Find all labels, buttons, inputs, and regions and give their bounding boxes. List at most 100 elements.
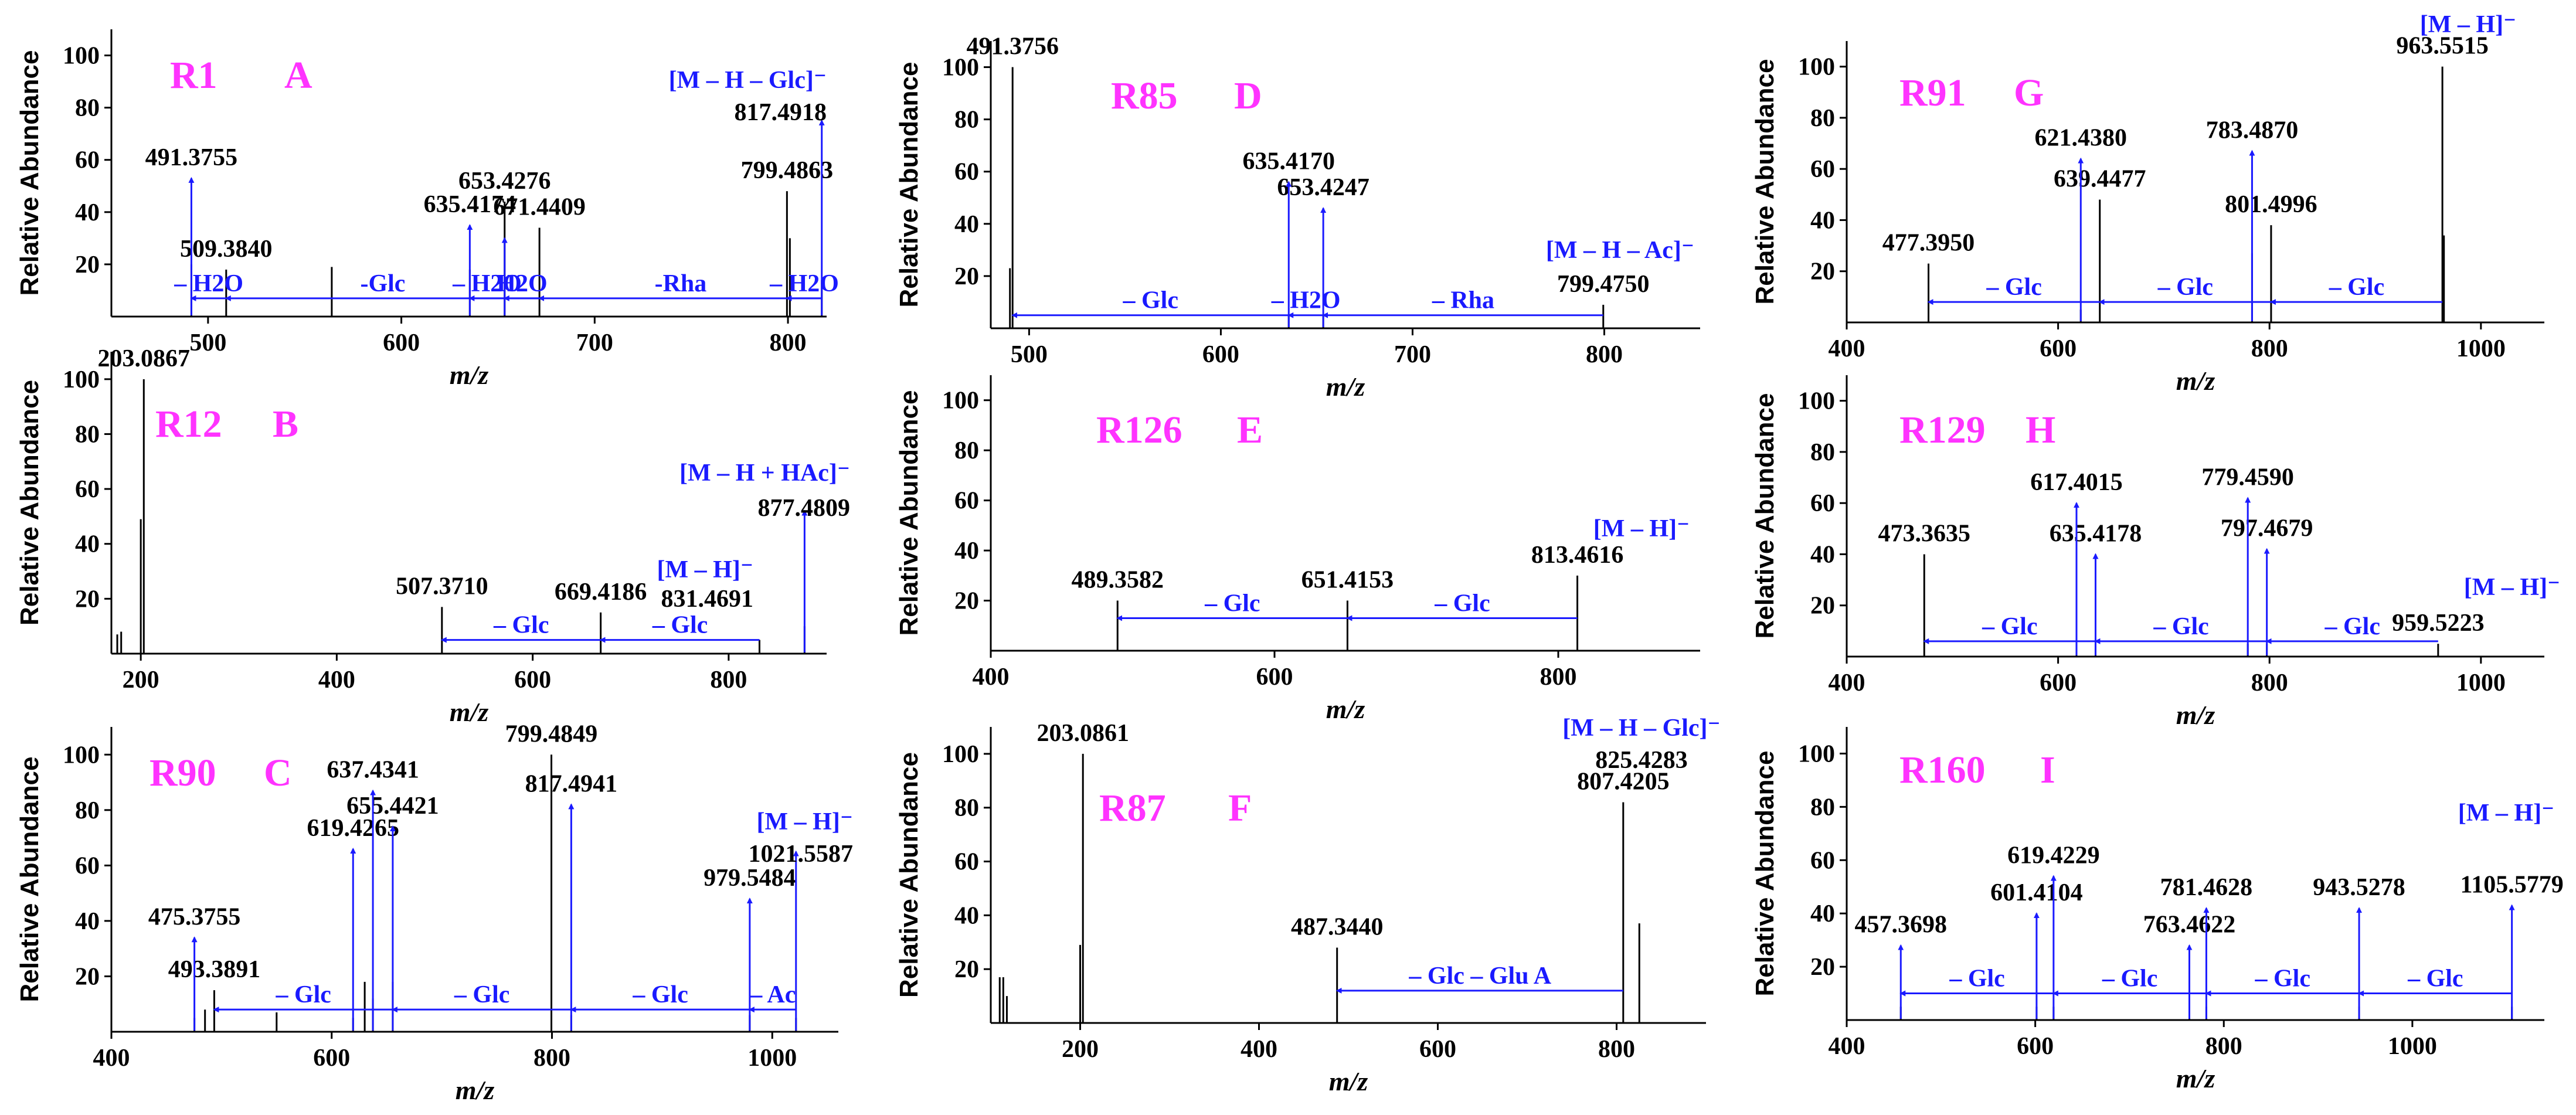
peak-label-B: 669.4186	[555, 579, 647, 606]
peak-label-F: 807.4205	[1577, 769, 1670, 796]
x-tick-label-B: 400	[318, 667, 355, 694]
x-tick-label-B: 600	[514, 667, 551, 694]
y-tick-label-A: 80	[75, 95, 100, 122]
compound-id-G: R91	[1899, 72, 1966, 114]
x-tick-label-G: 600	[2040, 335, 2077, 362]
x-tick-label-A: 800	[770, 329, 807, 356]
x-tick-label-H: 800	[2251, 669, 2288, 696]
ion-annotation-E: [M – H]⁻	[1593, 515, 1690, 542]
peak-label-C: 619.4265	[307, 815, 400, 842]
compound-id-H: R129	[1899, 409, 1986, 451]
panel-letter-I: I	[2040, 749, 2055, 791]
peak-label-I: 1105.5779	[2461, 872, 2564, 899]
y-tick-label-A: 20	[75, 251, 100, 278]
y-tick-label-H: 100	[1798, 388, 1835, 415]
y-axis-label-D: Relative Abundance	[895, 62, 923, 308]
peak-label-H: 797.4679	[2221, 515, 2313, 542]
loss-label-I: – Glc	[2255, 966, 2310, 992]
peak-label-G: 477.3950	[1882, 230, 1975, 257]
loss-label-H: – Glc	[2153, 613, 2208, 640]
x-axis-label-E: m/z	[1326, 694, 1365, 724]
panel-letter-C: C	[264, 752, 292, 794]
peak-label-A: 635.4174	[424, 191, 516, 218]
peak-label-B: 507.3710	[396, 573, 488, 600]
x-tick-label-C: 800	[533, 1045, 570, 1072]
y-tick-label-F: 80	[954, 795, 979, 822]
y-tick-label-G: 40	[1810, 207, 1835, 234]
y-tick-label-I: 60	[1810, 847, 1835, 874]
loss-label-F: – Glc – Glu A	[1408, 963, 1551, 990]
y-tick-label-B: 100	[63, 366, 100, 393]
peak-label-D: 491.3756	[966, 33, 1059, 60]
ion-annotation-G: [M – H]⁻	[2420, 11, 2516, 38]
peak-label-F: 487.3440	[1291, 913, 1384, 940]
y-axis-label-A: Relative Abundance	[15, 50, 44, 296]
x-tick-label-D: 600	[1202, 341, 1239, 368]
loss-label-A: – H2O	[452, 270, 522, 297]
x-tick-label-G: 1000	[2456, 335, 2506, 362]
x-tick-label-A: 600	[383, 329, 420, 356]
loss-label-A: -Rha	[655, 270, 707, 297]
x-axis-label-D: m/z	[1326, 372, 1365, 402]
peak-label-I: 763.4622	[2143, 912, 2236, 939]
ion-annotation-C: [M – H]⁻	[757, 808, 853, 835]
y-tick-label-F: 20	[954, 956, 979, 983]
x-tick-label-A: 700	[576, 329, 613, 356]
x-axis-label-G: m/z	[2176, 366, 2215, 396]
peak-label-F: 203.0861	[1036, 720, 1129, 747]
y-tick-label-B: 40	[75, 531, 100, 558]
x-tick-label-B: 200	[123, 667, 159, 694]
y-tick-label-H: 40	[1810, 541, 1835, 568]
ion-annotation-B: [M – H + HAc]⁻	[679, 460, 850, 487]
panel-letter-D: D	[1234, 74, 1262, 117]
peak-label-I: 781.4628	[2160, 874, 2253, 901]
peak-label-E: 813.4616	[1531, 542, 1624, 569]
ion-annotation-H: [M – H]⁻	[2464, 574, 2560, 601]
y-tick-label-F: 40	[954, 902, 979, 929]
y-tick-label-H: 80	[1810, 439, 1835, 466]
y-tick-label-A: 100	[63, 43, 100, 70]
x-tick-label-D: 800	[1586, 341, 1623, 368]
y-tick-label-G: 20	[1810, 259, 1835, 285]
y-tick-label-B: 60	[75, 476, 100, 503]
ion-annotation-A: 817.4918	[735, 99, 827, 126]
peak-label-E: 651.4153	[1301, 567, 1394, 594]
ion-annotation-A: [M – H – Glc]⁻	[669, 67, 827, 94]
peak-label-I: 457.3698	[1855, 912, 1948, 939]
peak-label-B: 203.0867	[98, 345, 191, 372]
compound-id-B: R12	[155, 403, 222, 446]
peak-label-G: 621.4380	[2035, 125, 2128, 152]
x-tick-label-E: 400	[973, 664, 1010, 691]
y-axis-label-B: Relative Abundance	[15, 380, 44, 626]
y-tick-label-E: 40	[954, 538, 979, 565]
x-tick-label-I: 1000	[2388, 1033, 2437, 1060]
compound-id-D: R85	[1111, 74, 1178, 117]
peak-label-H: 779.4590	[2201, 464, 2294, 491]
compound-id-C: R90	[149, 752, 216, 794]
peak-label-C: 493.3891	[168, 956, 261, 983]
loss-label-D: – Rha	[1432, 287, 1494, 314]
x-tick-label-I: 600	[2017, 1033, 2054, 1060]
y-tick-label-G: 80	[1810, 105, 1835, 132]
x-tick-label-F: 800	[1598, 1036, 1635, 1063]
loss-label-I: – Glc	[2102, 966, 2157, 992]
x-axis-label-H: m/z	[2176, 700, 2215, 730]
peak-label-I: 619.4229	[2007, 842, 2100, 869]
ion-annotation-C: 1021.5587	[749, 841, 854, 868]
peak-label-A: 653.4276	[458, 168, 551, 195]
y-axis-label-H: Relative Abundance	[1751, 393, 1779, 639]
ion-annotation-F: 825.4283	[1595, 747, 1688, 774]
loss-label-H: – Glc	[2324, 613, 2380, 640]
x-axis-label-F: m/z	[1329, 1066, 1368, 1096]
peak-label-H: 959.5223	[2392, 610, 2485, 637]
loss-label-G: – Glc	[2157, 274, 2213, 301]
peak-label-H: 473.3635	[1878, 520, 1971, 547]
y-tick-label-D: 40	[954, 211, 979, 238]
x-tick-label-C: 1000	[747, 1045, 797, 1072]
y-tick-label-D: 80	[954, 107, 979, 134]
peak-label-A: 799.4863	[741, 157, 834, 184]
peak-label-A: 671.4409	[493, 194, 586, 221]
x-tick-label-D: 500	[1011, 341, 1048, 368]
loss-label-A: -Glc	[360, 270, 405, 297]
loss-label-E: – Glc	[1434, 590, 1490, 617]
